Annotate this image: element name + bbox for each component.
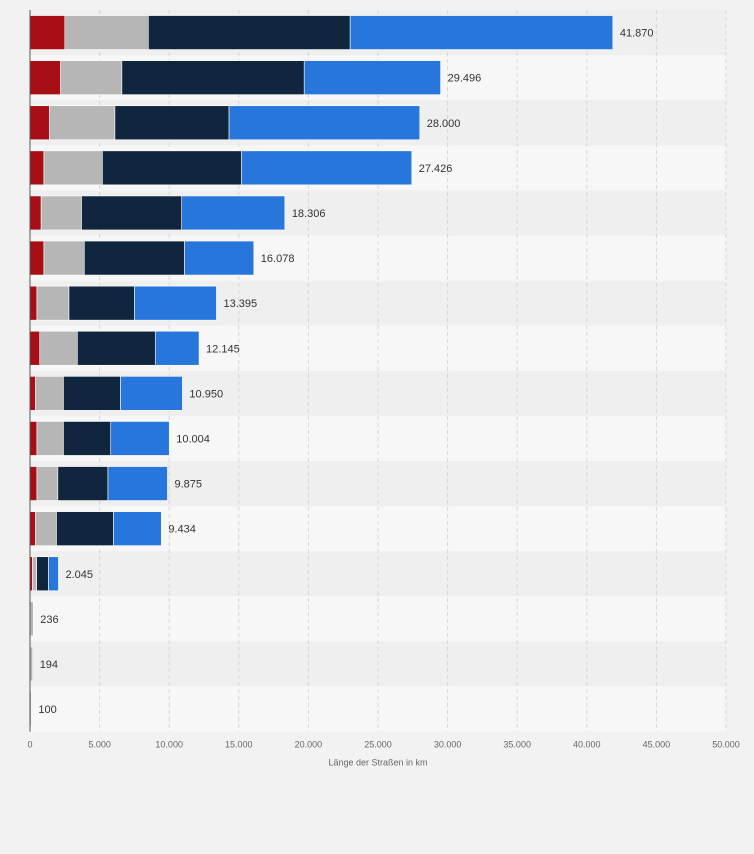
bar-segment-3[interactable] (63, 376, 121, 411)
x-tick-label: 25.000 (364, 740, 392, 750)
x-tick-label: 50.000 (712, 740, 740, 750)
bar-segment-4[interactable] (349, 15, 614, 50)
bar-segment-3[interactable] (36, 556, 49, 592)
x-axis-ticks: 0 5.000 10.000 15.000 20.000 25.000 30.000 35.0… (27, 740, 739, 750)
bar-segment-2[interactable] (64, 15, 149, 50)
x-axis-title: Länge der Straßen in km (328, 758, 427, 768)
value-label: 9.875 (174, 479, 202, 491)
value-label: 10.004 (176, 433, 210, 445)
x-tick-label: 35.000 (503, 740, 531, 750)
bar-segment-4[interactable] (228, 105, 421, 141)
value-label: 13.395 (223, 298, 257, 310)
value-label: 236 (40, 614, 58, 626)
x-tick-label: 45.000 (643, 740, 671, 750)
value-label: 10.950 (189, 388, 223, 400)
bar-segment-1[interactable] (29, 240, 45, 276)
bar-segment-4[interactable] (184, 240, 255, 276)
bar-segment-3[interactable] (114, 105, 230, 141)
bar-segment-4[interactable] (134, 285, 217, 321)
bar-segment-3[interactable] (81, 195, 183, 231)
bar-segment-4[interactable] (120, 376, 183, 411)
bar-segment-3[interactable] (56, 511, 114, 546)
x-tick-label: 5.000 (88, 740, 111, 750)
bar-segment-4[interactable] (303, 60, 441, 95)
bar-segment-2[interactable] (36, 466, 59, 501)
value-labels: 41.870 29.496 28.000 27.426 18.306 16.078 13.3… (38, 28, 654, 716)
x-tick-label: 0 (27, 740, 32, 750)
bar-segment-2[interactable] (40, 195, 82, 231)
bar-segment-4[interactable] (241, 150, 413, 186)
bar-segment-4[interactable] (113, 511, 162, 546)
value-label: 18.306 (292, 208, 326, 220)
bar-segment-2[interactable] (36, 285, 70, 321)
bar-segment-2[interactable] (43, 150, 103, 186)
bar-segment-1[interactable] (29, 285, 38, 321)
bar-segment-3[interactable] (63, 421, 112, 456)
value-label: 2.045 (65, 569, 93, 581)
value-label: 100 (38, 704, 56, 716)
bar-segment-1[interactable] (29, 330, 41, 366)
bar-segment-3[interactable] (83, 240, 185, 276)
x-tick-label: 30.000 (434, 740, 462, 750)
bar-segment-1[interactable] (29, 195, 42, 231)
value-label: 27.426 (419, 163, 453, 175)
bar-segment-1[interactable] (29, 60, 61, 95)
bar-segment-2[interactable] (35, 376, 64, 411)
bar-segment-4[interactable] (154, 330, 200, 366)
bar-segment-2[interactable] (39, 330, 78, 366)
bar-segment-4[interactable] (181, 195, 286, 231)
x-tick-label: 15.000 (225, 740, 253, 750)
bar-segment-4[interactable] (107, 466, 168, 501)
value-label: 29.496 (448, 73, 482, 85)
bar-segment-4[interactable] (48, 556, 59, 592)
bar-segment-1[interactable] (29, 15, 66, 50)
value-label: 16.078 (261, 253, 295, 265)
value-label: 9.434 (168, 524, 196, 536)
x-tick-label: 10.000 (155, 740, 183, 750)
bar-segment-1[interactable] (29, 511, 36, 546)
value-label: 28.000 (427, 118, 461, 130)
bar-segment-3[interactable] (121, 60, 305, 95)
bar-segment-2[interactable] (43, 240, 85, 276)
bars (29, 15, 614, 727)
bar-segment-3[interactable] (148, 15, 351, 50)
value-label: 12.145 (206, 343, 240, 355)
bar-segment-3[interactable] (57, 466, 109, 501)
bar-segment-2[interactable] (32, 556, 37, 592)
bar-segment-3[interactable] (77, 330, 156, 366)
bar-segment-1[interactable] (29, 421, 38, 456)
bar-segment-3[interactable] (68, 285, 135, 321)
bar-segment-2[interactable] (60, 60, 123, 95)
bar-segment-1[interactable] (29, 376, 36, 411)
bar-segment-3[interactable] (102, 150, 242, 186)
x-tick-label: 40.000 (573, 740, 601, 750)
value-label: 41.870 (620, 28, 654, 40)
x-tick-label: 20.000 (295, 740, 323, 750)
bar-segment-1[interactable] (29, 466, 38, 501)
bar-segment-1[interactable] (29, 105, 50, 141)
bar-segment-2[interactable] (35, 511, 57, 546)
bar-segment-2[interactable] (49, 105, 116, 141)
bar-segment-4[interactable] (110, 421, 170, 456)
bar-segment-2[interactable] (36, 421, 64, 456)
value-label: 194 (40, 659, 58, 671)
bar-segment-1[interactable] (29, 150, 45, 186)
